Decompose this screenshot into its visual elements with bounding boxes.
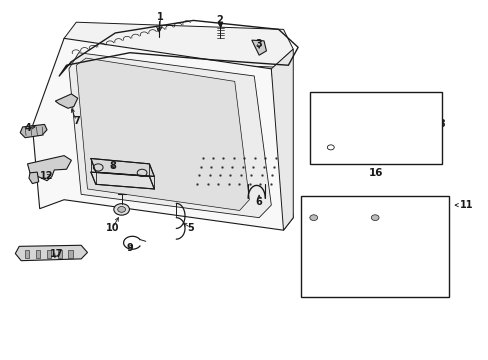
Bar [46, 250, 51, 258]
Polygon shape [363, 96, 373, 123]
Polygon shape [322, 99, 363, 123]
Polygon shape [306, 278, 330, 288]
Polygon shape [392, 249, 405, 253]
Text: 10: 10 [106, 224, 120, 233]
Circle shape [370, 215, 378, 221]
Text: 19: 19 [376, 139, 389, 149]
Polygon shape [15, 245, 87, 261]
Circle shape [118, 207, 125, 212]
Polygon shape [380, 201, 397, 244]
Bar [24, 250, 29, 258]
Polygon shape [76, 58, 249, 211]
Polygon shape [55, 94, 78, 108]
Polygon shape [307, 201, 397, 209]
Text: 3: 3 [255, 39, 262, 49]
Text: 12: 12 [40, 171, 54, 181]
Polygon shape [324, 150, 341, 157]
Text: 18: 18 [432, 120, 446, 129]
Text: 13: 13 [315, 284, 328, 294]
Polygon shape [307, 209, 380, 244]
Polygon shape [91, 172, 154, 189]
Bar [68, 250, 73, 258]
Circle shape [327, 145, 333, 150]
Polygon shape [29, 172, 39, 184]
Polygon shape [322, 96, 373, 99]
Polygon shape [271, 49, 293, 230]
Polygon shape [322, 148, 344, 155]
Polygon shape [69, 53, 271, 218]
Polygon shape [32, 39, 293, 230]
Text: 7: 7 [73, 116, 80, 126]
Bar [36, 250, 41, 258]
Bar [310, 92, 441, 164]
Bar [58, 250, 62, 258]
Text: 6: 6 [255, 197, 262, 207]
Polygon shape [251, 40, 266, 55]
Polygon shape [344, 271, 384, 281]
Text: 17: 17 [50, 248, 63, 258]
Bar [300, 196, 448, 297]
Text: 15: 15 [403, 243, 416, 253]
Text: 8: 8 [109, 161, 116, 171]
Polygon shape [27, 156, 71, 181]
Circle shape [309, 215, 317, 221]
Text: 14: 14 [378, 268, 392, 278]
Text: 5: 5 [187, 224, 194, 233]
Polygon shape [390, 242, 404, 248]
Polygon shape [20, 125, 47, 138]
Polygon shape [91, 158, 154, 176]
Polygon shape [341, 268, 387, 284]
Text: 16: 16 [368, 168, 383, 178]
Polygon shape [64, 22, 293, 67]
Circle shape [114, 204, 129, 215]
Text: 1: 1 [157, 12, 163, 22]
Text: 9: 9 [126, 243, 133, 253]
Polygon shape [304, 275, 334, 291]
Text: 2: 2 [216, 15, 223, 26]
Text: 4: 4 [24, 123, 31, 133]
Text: 11: 11 [459, 200, 472, 210]
